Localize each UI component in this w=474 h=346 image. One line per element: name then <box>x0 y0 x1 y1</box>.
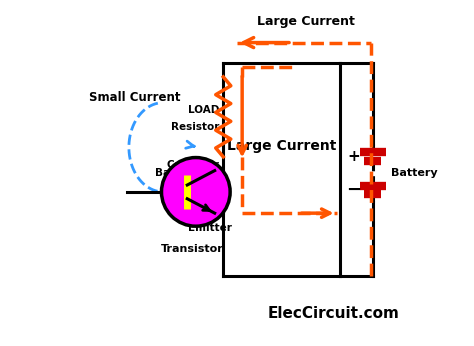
Text: Base: Base <box>155 168 184 178</box>
Text: Transistor: Transistor <box>161 244 224 254</box>
Text: Large Current: Large Current <box>257 16 355 28</box>
Text: +: + <box>347 149 360 164</box>
Text: Large Current: Large Current <box>227 138 337 153</box>
Text: Collector: Collector <box>167 161 220 171</box>
Text: Emitter: Emitter <box>188 223 231 233</box>
Text: Small Current: Small Current <box>90 91 181 104</box>
Text: −: − <box>346 181 361 199</box>
Circle shape <box>162 157 230 226</box>
Text: Battery: Battery <box>392 168 438 178</box>
Text: Resistor: Resistor <box>172 122 220 132</box>
Text: LOAD: LOAD <box>189 105 220 115</box>
Text: ElecCircuit.com: ElecCircuit.com <box>267 306 399 321</box>
